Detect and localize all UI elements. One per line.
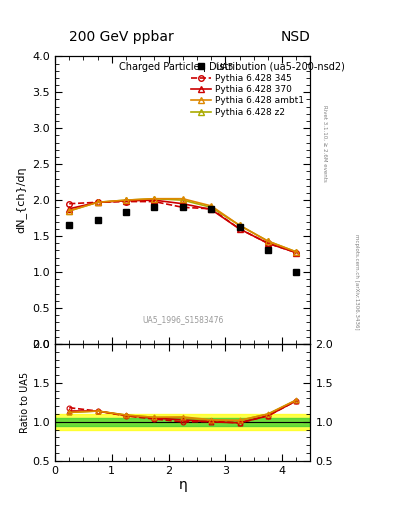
UA5 [67, 222, 72, 228]
Pythia 6.428 ambt1 [237, 222, 242, 228]
Pythia 6.428 z2 [209, 204, 213, 210]
Pythia 6.428 345 [266, 240, 270, 246]
Pythia 6.428 345 [209, 206, 213, 212]
UA5 [237, 224, 242, 230]
Text: NSD: NSD [281, 30, 310, 44]
Pythia 6.428 370 [294, 249, 299, 255]
Text: 200 GeV ppbar: 200 GeV ppbar [70, 30, 174, 44]
Pythia 6.428 z2 [67, 208, 72, 214]
Pythia 6.428 370 [124, 198, 129, 204]
Pythia 6.428 370 [152, 197, 157, 203]
UA5 [266, 247, 270, 253]
UA5 [152, 204, 157, 210]
Pythia 6.428 z2 [266, 238, 270, 244]
UA5 [124, 208, 129, 215]
Pythia 6.428 ambt1 [124, 197, 129, 203]
Pythia 6.428 345 [294, 249, 299, 255]
Pythia 6.428 ambt1 [67, 208, 72, 214]
Pythia 6.428 ambt1 [266, 238, 270, 244]
Pythia 6.428 ambt1 [209, 203, 213, 209]
Legend: UA5, Pythia 6.428 345, Pythia 6.428 370, Pythia 6.428 ambt1, Pythia 6.428 z2: UA5, Pythia 6.428 345, Pythia 6.428 370,… [189, 61, 306, 118]
Line: Pythia 6.428 z2: Pythia 6.428 z2 [66, 196, 299, 254]
Pythia 6.428 345 [124, 199, 129, 205]
Y-axis label: dN_{ch}/dη: dN_{ch}/dη [16, 167, 27, 233]
Line: Pythia 6.428 345: Pythia 6.428 345 [66, 199, 299, 255]
Pythia 6.428 ambt1 [95, 199, 100, 205]
Line: UA5: UA5 [66, 203, 300, 275]
Pythia 6.428 345 [95, 199, 100, 205]
UA5 [209, 206, 213, 212]
Pythia 6.428 z2 [152, 196, 157, 202]
Pythia 6.428 ambt1 [180, 196, 185, 202]
Pythia 6.428 370 [67, 206, 72, 212]
Pythia 6.428 370 [209, 206, 213, 212]
Line: Pythia 6.428 ambt1: Pythia 6.428 ambt1 [66, 196, 299, 254]
Pythia 6.428 345 [67, 201, 72, 207]
UA5 [294, 269, 299, 275]
UA5 [180, 204, 185, 210]
Pythia 6.428 370 [180, 201, 185, 207]
Pythia 6.428 370 [237, 226, 242, 232]
Pythia 6.428 ambt1 [152, 196, 157, 202]
Pythia 6.428 z2 [124, 197, 129, 203]
Pythia 6.428 z2 [294, 249, 299, 255]
Text: Rivet 3.1.10, ≥ 2.6M events: Rivet 3.1.10, ≥ 2.6M events [322, 105, 327, 182]
Pythia 6.428 z2 [95, 199, 100, 205]
UA5 [95, 217, 100, 223]
Text: UA5_1996_S1583476: UA5_1996_S1583476 [142, 315, 224, 324]
X-axis label: η: η [178, 478, 187, 493]
Pythia 6.428 z2 [237, 222, 242, 228]
Pythia 6.428 z2 [180, 197, 185, 203]
Pythia 6.428 345 [237, 226, 242, 232]
Y-axis label: Ratio to UA5: Ratio to UA5 [20, 372, 29, 433]
Text: Charged Particleη Distribution (ua5-200-nsd2): Charged Particleη Distribution (ua5-200-… [119, 62, 345, 72]
Pythia 6.428 345 [152, 199, 157, 205]
Pythia 6.428 370 [266, 240, 270, 246]
Pythia 6.428 345 [180, 204, 185, 210]
Pythia 6.428 ambt1 [294, 249, 299, 255]
Text: mcplots.cern.ch [arXiv:1306.3436]: mcplots.cern.ch [arXiv:1306.3436] [354, 234, 359, 329]
Pythia 6.428 370 [95, 199, 100, 205]
Line: Pythia 6.428 370: Pythia 6.428 370 [66, 197, 299, 255]
